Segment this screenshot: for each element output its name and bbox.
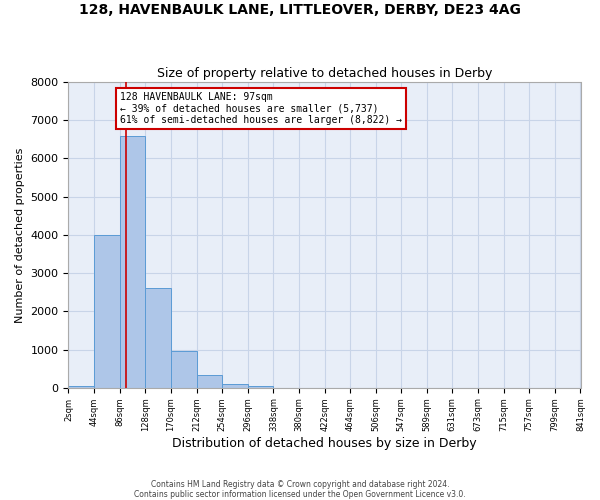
Title: Size of property relative to detached houses in Derby: Size of property relative to detached ho… xyxy=(157,66,492,80)
Text: 128, HAVENBAULK LANE, LITTLEOVER, DERBY, DE23 4AG: 128, HAVENBAULK LANE, LITTLEOVER, DERBY,… xyxy=(79,2,521,16)
Bar xyxy=(119,136,145,388)
Bar xyxy=(248,386,274,388)
Bar xyxy=(171,352,197,388)
Bar xyxy=(68,386,94,388)
X-axis label: Distribution of detached houses by size in Derby: Distribution of detached houses by size … xyxy=(172,437,477,450)
Bar xyxy=(222,384,248,388)
Bar xyxy=(94,235,119,388)
Text: Contains HM Land Registry data © Crown copyright and database right 2024.
Contai: Contains HM Land Registry data © Crown c… xyxy=(134,480,466,499)
Text: 128 HAVENBAULK LANE: 97sqm
← 39% of detached houses are smaller (5,737)
61% of s: 128 HAVENBAULK LANE: 97sqm ← 39% of deta… xyxy=(119,92,401,125)
Bar xyxy=(197,376,222,388)
Bar xyxy=(145,288,171,388)
Y-axis label: Number of detached properties: Number of detached properties xyxy=(15,147,25,322)
